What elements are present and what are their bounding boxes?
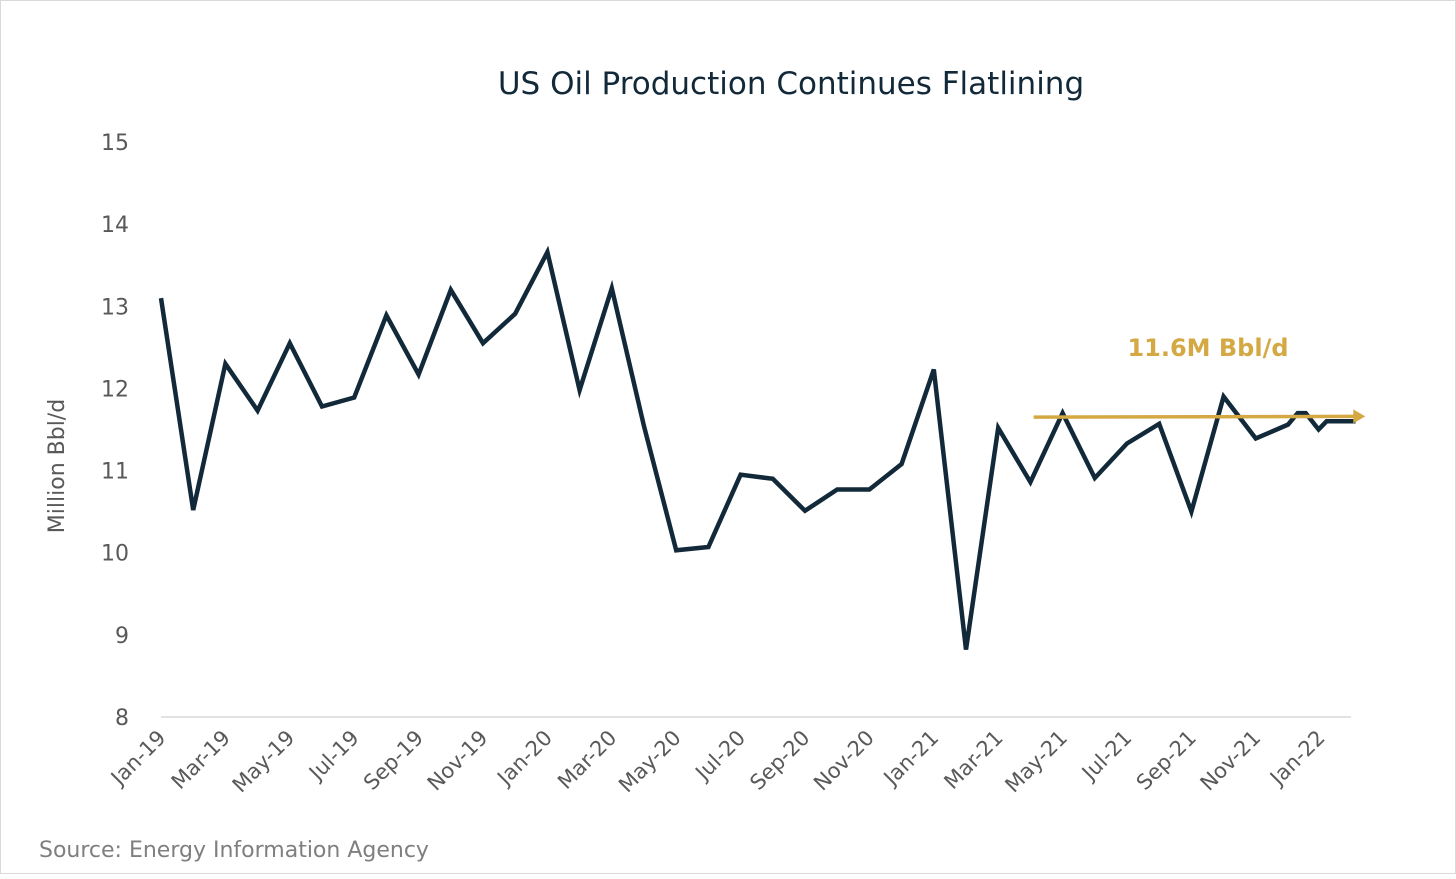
chart-title: US Oil Production Continues Flatlining: [498, 66, 1084, 102]
x-tick-label: Nov-21: [1196, 726, 1266, 796]
source-note: Source: Energy Information Agency: [39, 838, 429, 863]
x-tick-label: Nov-19: [423, 726, 493, 796]
x-tick-label: Jan-22: [1264, 726, 1330, 792]
y-axis-label: Million Bbl/d: [45, 399, 70, 533]
y-tick-label: 12: [101, 377, 129, 402]
y-tick-label: 13: [101, 295, 129, 320]
x-tick-label: Jul-19: [303, 726, 364, 787]
x-tick-label: May-19: [228, 726, 300, 798]
y-tick-label: 11: [101, 460, 129, 485]
x-tick-label: Jul-21: [1076, 726, 1137, 787]
x-tick-label: May-21: [1000, 726, 1072, 798]
series-line: [161, 252, 1356, 649]
x-tick-label: Jul-20: [690, 726, 751, 787]
y-tick-label: 9: [115, 624, 129, 649]
x-tick-label: Mar-19: [167, 726, 235, 794]
x-tick-label: Sep-20: [745, 726, 814, 795]
y-tick-label: 8: [115, 706, 129, 731]
x-tick-label: Jan-19: [105, 726, 171, 792]
x-tick-label: Nov-20: [809, 726, 879, 796]
x-tick-label: Sep-19: [359, 726, 428, 795]
x-tick-label: Jan-20: [491, 726, 557, 792]
annotation-label: 11.6M Bbl/d: [1127, 334, 1288, 362]
arrow-head-icon: [1353, 409, 1365, 423]
annotation-arrow: [1034, 416, 1356, 417]
x-tick-label: May-20: [614, 726, 686, 798]
y-tick-label: 14: [101, 213, 129, 238]
y-tick-label: 10: [101, 542, 129, 567]
x-tick-label: Sep-21: [1132, 726, 1201, 795]
x-tick-label: Mar-20: [553, 726, 621, 794]
x-tick-label: Jan-21: [878, 726, 944, 792]
x-tick-label: Mar-21: [939, 726, 1007, 794]
y-tick-label: 15: [101, 131, 129, 156]
